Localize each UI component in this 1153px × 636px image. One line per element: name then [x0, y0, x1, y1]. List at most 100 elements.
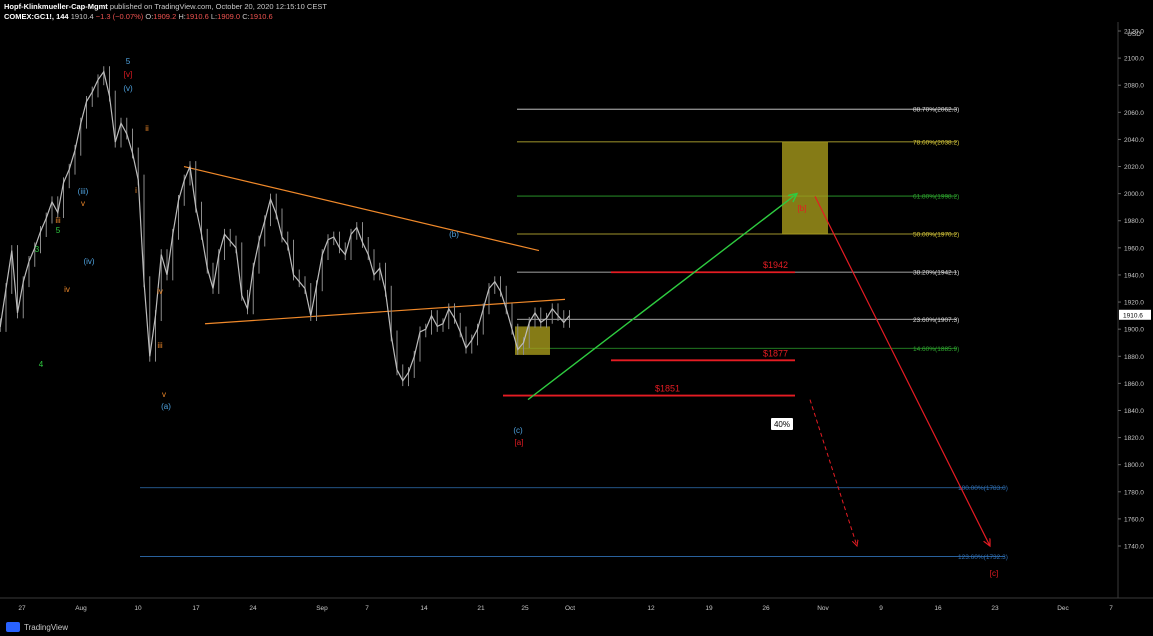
x-tick-label: 12	[647, 605, 655, 612]
chart-footer: TradingView	[0, 618, 1153, 636]
bearish-projection-arrow	[814, 196, 990, 546]
ohlc-open: 1909.2	[153, 12, 177, 21]
y-tick-label: 2020.0	[1124, 164, 1144, 171]
header-line-1: Hopf-Klinkmueller-Cap-Mgmt published on …	[4, 2, 327, 12]
x-tick-label: Dec	[1057, 605, 1069, 612]
y-tick-label: 2000.0	[1124, 191, 1144, 198]
x-tick-label: 9	[879, 605, 883, 612]
x-tick-label: 26	[762, 605, 770, 612]
y-tick-label: 1940.0	[1124, 272, 1144, 279]
y-tick-label: 1760.0	[1124, 516, 1144, 523]
wave-label: [v]	[124, 70, 132, 79]
wave-label: iv	[64, 285, 70, 294]
wave-label: (b)	[449, 230, 459, 239]
y-tick-label: 1820.0	[1124, 435, 1144, 442]
x-tick-label: 7	[365, 605, 369, 612]
y-tick-label: 1920.0	[1124, 300, 1144, 307]
fib-level-label: 78.60%(2038.2)	[913, 139, 959, 146]
fib-level-label: 100.00%(1783.0)	[958, 485, 1008, 492]
price-change: −1.3 (−0.07%)	[95, 12, 144, 21]
alternate-projection-arrow	[809, 399, 857, 546]
wave-label: iii	[157, 341, 163, 350]
wave-label: ii	[145, 124, 149, 133]
key-level-label: $1942	[763, 260, 788, 270]
wave-label: [a]	[515, 438, 524, 447]
x-tick-label: Nov	[817, 605, 829, 612]
ohlc-low: 1909.0	[217, 12, 241, 21]
x-tick-label: 27	[18, 605, 26, 612]
wave-label: (c)	[513, 426, 523, 435]
publish-info: published on TradingView.com, October 20…	[109, 2, 327, 11]
x-tick-label: Aug	[75, 605, 87, 612]
wave-label: iv	[157, 287, 163, 296]
symbol-label[interactable]: COMEX:GC1!, 144	[4, 12, 69, 21]
y-tick-label: 1800.0	[1124, 462, 1144, 469]
wave-label: [b]	[798, 204, 807, 213]
y-tick-label: 1960.0	[1124, 245, 1144, 252]
x-tick-label: 23	[991, 605, 999, 612]
wave-label: [c]	[990, 569, 998, 578]
y-tick-label: 2120.0	[1124, 29, 1144, 36]
x-tick-label: 14	[420, 605, 428, 612]
x-tick-label: 16	[934, 605, 942, 612]
brand-label[interactable]: TradingView	[24, 622, 69, 632]
ohlc-close: 1910.6	[249, 12, 273, 21]
x-tick-label: 24	[249, 605, 257, 612]
current-price-label: 1910.6	[1123, 312, 1143, 319]
fib-level-label: 50.00%(1970.2)	[913, 232, 959, 239]
wave-label: (iv)	[83, 257, 94, 266]
wave-label: (iii)	[78, 187, 89, 196]
y-tick-label: 1860.0	[1124, 381, 1144, 388]
fib-level-label: 123.60%(1732.3)	[958, 554, 1008, 561]
fib-level-label: 88.70%(2062.3)	[913, 107, 959, 114]
fib-level-label: 38.20%(1942.1)	[913, 270, 959, 277]
ohlc-high: 1910.6	[185, 12, 209, 21]
y-tick-label: 1740.0	[1124, 544, 1144, 551]
last-price: 1910.4	[70, 12, 94, 21]
fib-level-label: 23.60%(1907.3)	[913, 317, 959, 324]
wave-label: 5	[126, 57, 131, 66]
support-zone-box	[515, 326, 550, 355]
wave-label: v	[81, 199, 85, 208]
annotation-label: 40%	[774, 420, 790, 429]
x-tick-label: Sep	[316, 605, 328, 612]
annotation-box	[771, 418, 793, 431]
wave-label: 4	[39, 360, 44, 369]
y-tick-label: 1900.0	[1124, 327, 1144, 334]
fib-level-label: 14.60%(1885.9)	[913, 346, 959, 353]
triangle-upper-line	[183, 165, 540, 252]
y-tick-label: 2080.0	[1124, 83, 1144, 90]
y-tick-label: 2060.0	[1124, 110, 1144, 117]
x-tick-label: 25	[521, 605, 529, 612]
y-tick-label: 2100.0	[1124, 56, 1144, 63]
y-tick-label: 1880.0	[1124, 354, 1144, 361]
triangle-lower-line	[204, 298, 566, 325]
target-zone-box	[782, 141, 828, 235]
chart-header: Hopf-Klinkmueller-Cap-Mgmt published on …	[4, 2, 327, 22]
x-tick-label: 7	[1109, 605, 1113, 612]
current-price-tag	[1119, 309, 1151, 320]
author-name[interactable]: Hopf-Klinkmueller-Cap-Mgmt	[4, 2, 108, 11]
axis-currency-label: USD	[1127, 31, 1141, 38]
header-line-2: COMEX:GC1!, 144 1910.4 −1.3 (−0.07%) O:1…	[4, 12, 273, 21]
x-tick-label: 19	[705, 605, 713, 612]
wave-label: iii	[55, 216, 61, 225]
bullish-projection-arrow	[527, 194, 797, 401]
price-line	[0, 70, 570, 382]
wave-label: i	[135, 186, 137, 195]
wave-label: (v)	[123, 84, 133, 93]
wave-label: 5	[56, 226, 61, 235]
y-tick-label: 1780.0	[1124, 489, 1144, 496]
x-tick-label: 21	[477, 605, 485, 612]
key-level-label: $1851	[655, 384, 680, 394]
x-tick-label: 10	[134, 605, 142, 612]
y-tick-label: 1840.0	[1124, 408, 1144, 415]
fib-level-label: 61.80%(1998.2)	[913, 194, 959, 201]
wave-label: 3	[35, 245, 40, 254]
x-tick-label: 17	[192, 605, 200, 612]
y-tick-label: 2040.0	[1124, 137, 1144, 144]
tradingview-logo-icon	[6, 622, 20, 632]
key-level-label: $1877	[763, 348, 788, 358]
x-tick-label: Oct	[565, 605, 575, 612]
